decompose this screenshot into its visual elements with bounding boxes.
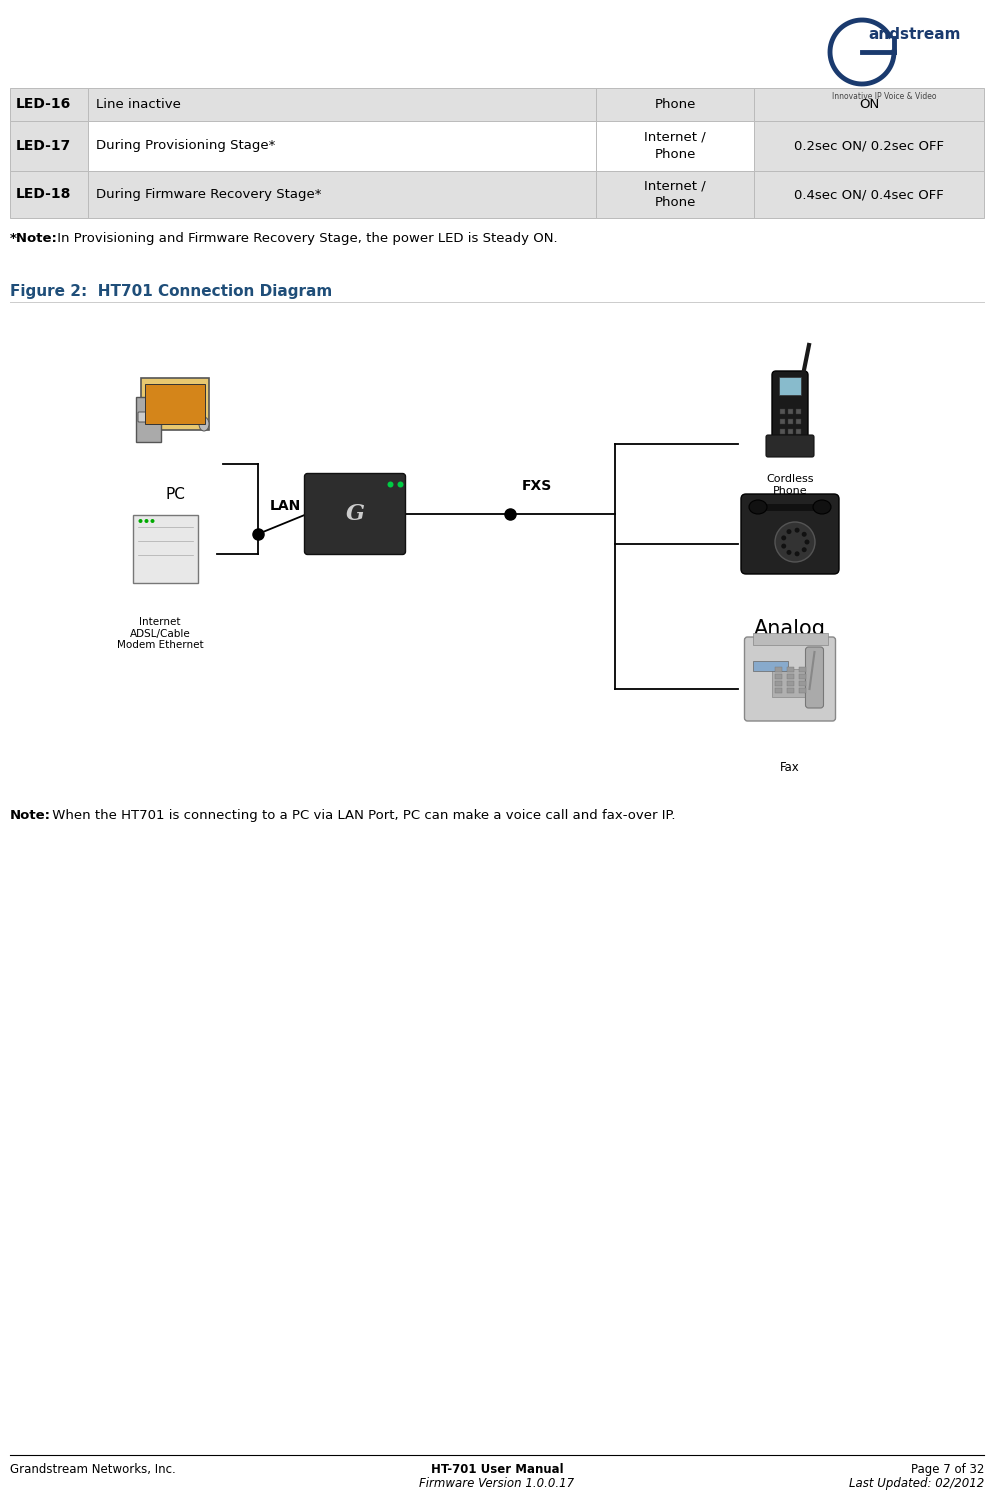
- Bar: [774, 687, 781, 693]
- Text: Figure 2:  HT701 Connection Diagram: Figure 2: HT701 Connection Diagram: [10, 283, 332, 300]
- Text: Note:: Note:: [10, 810, 51, 822]
- Text: Phone: Phone: [654, 98, 696, 110]
- Text: During Provisioning Stage*: During Provisioning Stage*: [96, 140, 275, 152]
- Bar: [88, 121, 596, 171]
- Text: *Note:: *Note:: [10, 233, 58, 245]
- Text: LED-18: LED-18: [16, 188, 72, 201]
- Bar: [786, 674, 793, 678]
- Bar: [795, 419, 800, 423]
- Bar: [132, 514, 198, 583]
- Bar: [795, 409, 800, 413]
- Text: HT-701 User Manual: HT-701 User Manual: [430, 1463, 564, 1476]
- Circle shape: [781, 535, 786, 540]
- Text: Internet
ADSL/Cable
Modem Ethernet: Internet ADSL/Cable Modem Ethernet: [116, 617, 204, 650]
- Circle shape: [786, 550, 791, 555]
- Circle shape: [398, 482, 404, 488]
- Bar: [779, 419, 784, 423]
- Bar: [88, 171, 596, 218]
- Bar: [596, 171, 754, 218]
- Text: Internet /
Phone: Internet / Phone: [644, 131, 706, 161]
- Bar: [779, 409, 784, 413]
- Circle shape: [144, 519, 148, 523]
- Circle shape: [794, 552, 799, 556]
- Bar: [798, 674, 805, 678]
- Bar: [787, 409, 792, 413]
- Circle shape: [802, 547, 807, 552]
- Bar: [754, 88, 984, 121]
- Text: G: G: [346, 502, 365, 525]
- Text: 0.2sec ON/ 0.2sec OFF: 0.2sec ON/ 0.2sec OFF: [794, 140, 944, 152]
- Ellipse shape: [813, 499, 831, 514]
- Circle shape: [150, 519, 154, 523]
- Text: Internet /
Phone: Internet / Phone: [644, 179, 706, 210]
- Bar: [798, 687, 805, 693]
- Text: Analog: Analog: [754, 619, 826, 640]
- Circle shape: [804, 540, 809, 544]
- Bar: [772, 669, 808, 696]
- Text: In Provisioning and Firmware Recovery Stage, the power LED is Steady ON.: In Provisioning and Firmware Recovery St…: [53, 233, 558, 245]
- Bar: [779, 428, 784, 434]
- Text: FXS: FXS: [522, 479, 553, 494]
- Ellipse shape: [749, 499, 767, 514]
- Bar: [786, 687, 793, 693]
- FancyBboxPatch shape: [741, 494, 839, 574]
- Text: Cordless
Phone: Cordless Phone: [766, 474, 814, 495]
- Text: 0.4sec ON/ 0.4sec OFF: 0.4sec ON/ 0.4sec OFF: [794, 188, 944, 201]
- Bar: [798, 681, 805, 686]
- Circle shape: [794, 528, 799, 532]
- Ellipse shape: [199, 417, 209, 431]
- Bar: [787, 419, 792, 423]
- Circle shape: [388, 482, 394, 488]
- Bar: [774, 674, 781, 678]
- Bar: [774, 666, 781, 672]
- FancyBboxPatch shape: [766, 435, 814, 458]
- Text: When the HT701 is connecting to a PC via LAN Port, PC can make a voice call and : When the HT701 is connecting to a PC via…: [48, 810, 676, 822]
- Bar: [774, 681, 781, 686]
- Circle shape: [138, 519, 142, 523]
- FancyBboxPatch shape: [805, 647, 823, 708]
- Bar: [754, 171, 984, 218]
- Text: PC: PC: [165, 488, 185, 502]
- Bar: [752, 661, 787, 671]
- Bar: [141, 379, 209, 429]
- FancyBboxPatch shape: [772, 371, 808, 447]
- Text: Firmware Version 1.0.0.17: Firmware Version 1.0.0.17: [419, 1478, 575, 1490]
- Bar: [10, 121, 88, 171]
- Bar: [798, 666, 805, 672]
- Bar: [786, 666, 793, 672]
- Text: Innovative IP Voice & Video: Innovative IP Voice & Video: [832, 92, 936, 101]
- Text: ON: ON: [859, 98, 879, 110]
- Text: andstream: andstream: [868, 27, 960, 42]
- Bar: [754, 121, 984, 171]
- Text: LAN: LAN: [270, 499, 301, 513]
- Bar: [779, 377, 801, 395]
- Circle shape: [786, 529, 791, 534]
- Text: During Firmware Recovery Stage*: During Firmware Recovery Stage*: [96, 188, 321, 201]
- Bar: [10, 171, 88, 218]
- FancyBboxPatch shape: [745, 637, 836, 722]
- Text: LED-17: LED-17: [16, 139, 72, 154]
- Bar: [596, 88, 754, 121]
- Text: Grandstream Networks, Inc.: Grandstream Networks, Inc.: [10, 1463, 176, 1476]
- Circle shape: [781, 544, 786, 549]
- FancyBboxPatch shape: [138, 412, 203, 422]
- Bar: [795, 428, 800, 434]
- Bar: [787, 428, 792, 434]
- Circle shape: [775, 522, 815, 562]
- Text: Page 7 of 32: Page 7 of 32: [911, 1463, 984, 1476]
- Text: Fax: Fax: [780, 760, 800, 774]
- Bar: [145, 385, 205, 423]
- Bar: [752, 634, 827, 646]
- Text: Line inactive: Line inactive: [96, 98, 181, 110]
- Text: LED-16: LED-16: [16, 97, 72, 112]
- Text: Last Updated: 02/2012: Last Updated: 02/2012: [849, 1478, 984, 1490]
- Bar: [596, 121, 754, 171]
- Circle shape: [802, 532, 807, 537]
- Bar: [786, 681, 793, 686]
- Bar: [88, 88, 596, 121]
- FancyBboxPatch shape: [304, 474, 406, 555]
- Bar: [10, 88, 88, 121]
- Bar: [136, 397, 161, 441]
